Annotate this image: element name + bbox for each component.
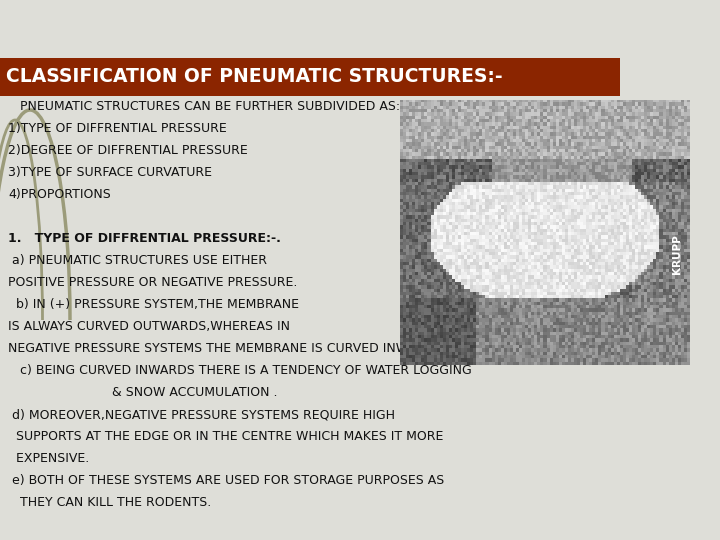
Text: SUPPORTS AT THE EDGE OR IN THE CENTRE WHICH MAKES IT MORE: SUPPORTS AT THE EDGE OR IN THE CENTRE WH… bbox=[8, 430, 444, 443]
Text: & SNOW ACCUMULATION .: & SNOW ACCUMULATION . bbox=[8, 386, 277, 399]
Text: POSITIVE PRESSURE OR NEGATIVE PRESSURE.: POSITIVE PRESSURE OR NEGATIVE PRESSURE. bbox=[8, 276, 297, 289]
Text: EXPENSIVE.: EXPENSIVE. bbox=[8, 452, 89, 465]
Text: 2)DEGREE OF DIFFRENTIAL PRESSURE: 2)DEGREE OF DIFFRENTIAL PRESSURE bbox=[8, 144, 248, 157]
Text: NEGATIVE PRESSURE SYSTEMS THE MEMBRANE IS CURVED INWARDS.: NEGATIVE PRESSURE SYSTEMS THE MEMBRANE I… bbox=[8, 342, 446, 355]
FancyBboxPatch shape bbox=[0, 58, 620, 96]
Text: d) MOREOVER,NEGATIVE PRESSURE SYSTEMS REQUIRE HIGH: d) MOREOVER,NEGATIVE PRESSURE SYSTEMS RE… bbox=[8, 408, 395, 421]
Text: a) PNEUMATIC STRUCTURES USE EITHER: a) PNEUMATIC STRUCTURES USE EITHER bbox=[8, 254, 267, 267]
Text: IS ALWAYS CURVED OUTWARDS,WHEREAS IN: IS ALWAYS CURVED OUTWARDS,WHEREAS IN bbox=[8, 320, 290, 333]
Text: PNEUMATIC STRUCTURES CAN BE FURTHER SUBDIVIDED AS:-: PNEUMATIC STRUCTURES CAN BE FURTHER SUBD… bbox=[8, 100, 405, 113]
Text: 3)TYPE OF SURFACE CURVATURE: 3)TYPE OF SURFACE CURVATURE bbox=[8, 166, 212, 179]
Text: 1)TYPE OF DIFFRENTIAL PRESSURE: 1)TYPE OF DIFFRENTIAL PRESSURE bbox=[8, 122, 227, 135]
Text: 1.   TYPE OF DIFFRENTIAL PRESSURE:-.: 1. TYPE OF DIFFRENTIAL PRESSURE:-. bbox=[8, 232, 281, 245]
Text: 4)PROPORTIONS: 4)PROPORTIONS bbox=[8, 188, 111, 201]
Text: CLASSIFICATION OF PNEUMATIC STRUCTURES:-: CLASSIFICATION OF PNEUMATIC STRUCTURES:- bbox=[6, 68, 503, 86]
Text: KRUPP: KRUPP bbox=[672, 234, 682, 274]
Text: e) BOTH OF THESE SYSTEMS ARE USED FOR STORAGE PURPOSES AS: e) BOTH OF THESE SYSTEMS ARE USED FOR ST… bbox=[8, 474, 444, 487]
Text: c) BEING CURVED INWARDS THERE IS A TENDENCY OF WATER LOGGING: c) BEING CURVED INWARDS THERE IS A TENDE… bbox=[8, 364, 472, 377]
Text: THEY CAN KILL THE RODENTS.: THEY CAN KILL THE RODENTS. bbox=[8, 496, 211, 509]
Text: b) IN (+) PRESSURE SYSTEM,THE MEMBRANE: b) IN (+) PRESSURE SYSTEM,THE MEMBRANE bbox=[8, 298, 299, 311]
